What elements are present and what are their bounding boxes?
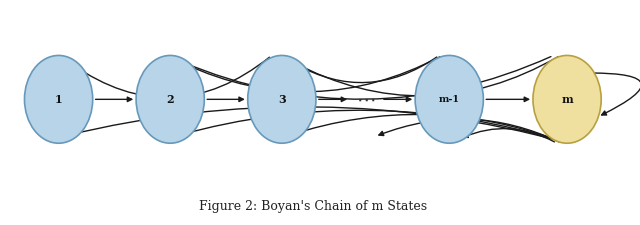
Ellipse shape (415, 55, 483, 143)
Ellipse shape (248, 55, 316, 143)
Text: $\cdots$: $\cdots$ (356, 90, 375, 109)
Ellipse shape (136, 55, 204, 143)
Ellipse shape (24, 55, 93, 143)
Ellipse shape (533, 55, 601, 143)
Text: Figure 2: Boyan's Chain of m States: Figure 2: Boyan's Chain of m States (199, 200, 427, 214)
Text: m: m (561, 94, 573, 105)
Text: 2: 2 (166, 94, 174, 105)
Text: 3: 3 (278, 94, 285, 105)
Text: 1: 1 (55, 94, 63, 105)
Text: m-1: m-1 (439, 95, 460, 104)
